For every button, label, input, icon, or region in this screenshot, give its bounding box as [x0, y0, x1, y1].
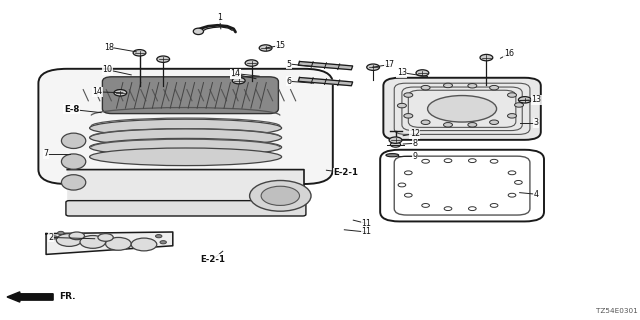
Text: 10: 10: [102, 65, 113, 74]
FancyBboxPatch shape: [383, 78, 541, 140]
Text: 15: 15: [275, 41, 285, 50]
Text: 11: 11: [361, 219, 371, 228]
Text: 4: 4: [534, 190, 539, 199]
Circle shape: [390, 142, 401, 147]
Polygon shape: [298, 61, 353, 70]
Circle shape: [157, 56, 170, 62]
Circle shape: [397, 103, 406, 108]
Circle shape: [131, 238, 157, 251]
Circle shape: [160, 241, 166, 244]
Text: 14: 14: [92, 87, 102, 96]
FancyBboxPatch shape: [38, 69, 333, 184]
Circle shape: [250, 180, 311, 211]
Text: 14: 14: [230, 69, 241, 78]
Text: 9: 9: [412, 152, 417, 161]
Polygon shape: [46, 232, 173, 254]
Circle shape: [245, 60, 258, 66]
Circle shape: [508, 93, 516, 97]
Circle shape: [490, 85, 499, 90]
Circle shape: [58, 231, 64, 235]
Text: 16: 16: [504, 49, 514, 58]
Ellipse shape: [90, 138, 282, 156]
Text: 8: 8: [412, 139, 417, 148]
FancyBboxPatch shape: [66, 201, 306, 216]
Text: 10: 10: [230, 70, 241, 79]
Text: FR.: FR.: [59, 292, 76, 301]
Text: TZ54E0301: TZ54E0301: [596, 308, 638, 314]
Text: 13: 13: [531, 95, 541, 104]
Circle shape: [156, 235, 162, 238]
Circle shape: [421, 120, 430, 124]
Polygon shape: [298, 77, 353, 86]
Circle shape: [367, 64, 380, 70]
Circle shape: [468, 123, 477, 127]
Text: 7: 7: [44, 149, 49, 158]
Circle shape: [444, 83, 452, 88]
Circle shape: [490, 120, 499, 124]
Circle shape: [515, 103, 524, 107]
Circle shape: [518, 97, 531, 103]
Circle shape: [98, 234, 113, 241]
Ellipse shape: [386, 154, 399, 157]
Polygon shape: [67, 170, 304, 214]
Text: 1: 1: [217, 13, 222, 22]
Text: 6: 6: [287, 77, 292, 86]
Circle shape: [261, 186, 300, 205]
Circle shape: [259, 45, 272, 51]
Text: 5: 5: [287, 60, 292, 68]
FancyArrow shape: [7, 292, 53, 302]
Ellipse shape: [61, 175, 86, 190]
Text: E-8: E-8: [64, 105, 79, 114]
Text: 2: 2: [48, 233, 53, 242]
Ellipse shape: [90, 119, 282, 137]
Text: 17: 17: [384, 60, 394, 69]
Text: 12: 12: [410, 129, 420, 138]
Text: E-2-1: E-2-1: [333, 168, 358, 177]
Circle shape: [114, 90, 127, 96]
Circle shape: [480, 54, 493, 61]
Ellipse shape: [61, 154, 86, 169]
Ellipse shape: [61, 133, 86, 148]
Text: 3: 3: [534, 118, 539, 127]
Circle shape: [51, 236, 58, 239]
Circle shape: [106, 237, 131, 250]
Circle shape: [80, 236, 106, 248]
Circle shape: [404, 93, 413, 97]
Circle shape: [421, 85, 430, 90]
Ellipse shape: [193, 28, 204, 35]
Circle shape: [232, 77, 245, 84]
Text: 13: 13: [397, 68, 407, 77]
Circle shape: [444, 123, 452, 127]
Circle shape: [468, 84, 477, 88]
Circle shape: [508, 114, 516, 118]
Text: 11: 11: [361, 228, 371, 236]
Circle shape: [416, 70, 429, 76]
Ellipse shape: [428, 96, 497, 122]
Circle shape: [133, 50, 146, 56]
Text: E-2-1: E-2-1: [200, 255, 226, 264]
Ellipse shape: [90, 129, 282, 147]
Circle shape: [389, 137, 402, 143]
FancyBboxPatch shape: [102, 77, 278, 114]
Circle shape: [56, 234, 82, 246]
Circle shape: [69, 232, 84, 240]
Circle shape: [404, 114, 413, 118]
Text: 18: 18: [104, 43, 114, 52]
Ellipse shape: [90, 148, 282, 166]
Ellipse shape: [399, 86, 525, 132]
